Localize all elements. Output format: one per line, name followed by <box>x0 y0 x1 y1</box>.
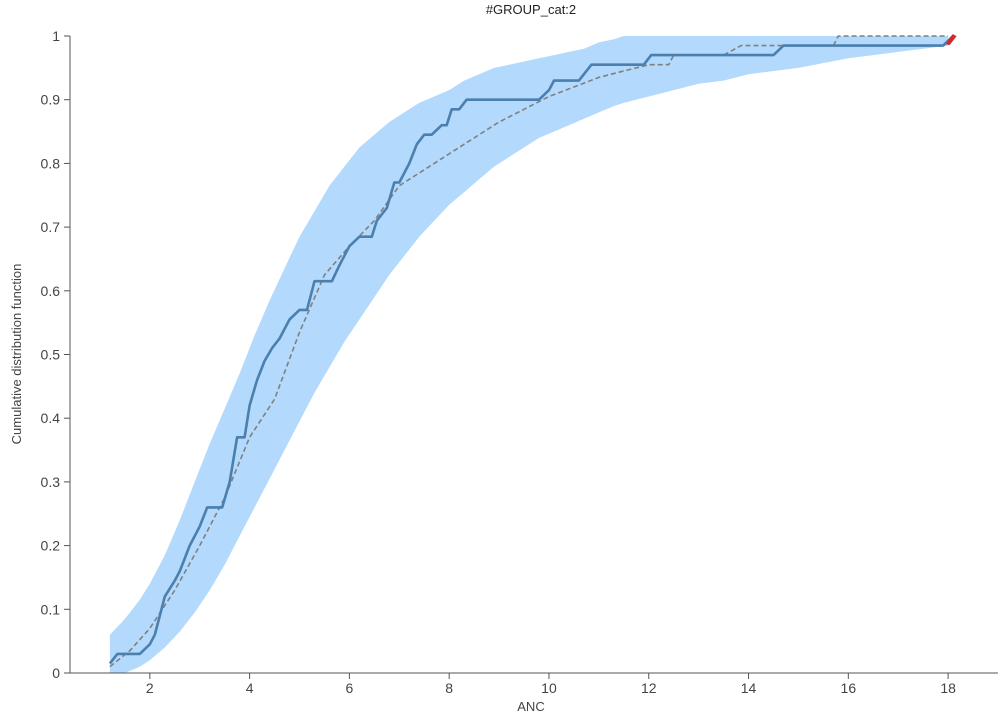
x-axis-title: ANC <box>517 699 544 714</box>
empirical-cdf-line <box>108 35 955 665</box>
x-tick-label: 10 <box>541 680 557 696</box>
x-tick-label: 12 <box>641 680 657 696</box>
y-tick-label: 0.9 <box>41 92 61 108</box>
y-tick-label: 0.7 <box>41 219 61 235</box>
chart-title: #GROUP_cat:2 <box>486 2 576 17</box>
y-tick-label: 0.3 <box>41 474 61 490</box>
x-tick-label: 16 <box>841 680 857 696</box>
y-tick-label: 0.5 <box>41 347 61 363</box>
end-point-marker <box>945 34 957 46</box>
x-tick-label: 14 <box>741 680 757 696</box>
x-axis-ticks: 2 4 6 8 10 12 14 16 18 <box>146 673 956 696</box>
y-tick-label: 0.2 <box>41 538 61 554</box>
x-tick-label: 6 <box>345 680 353 696</box>
series-layer <box>108 35 955 668</box>
x-tick-label: 4 <box>246 680 254 696</box>
y-axis-title: Cumulative distribution function <box>9 264 24 445</box>
y-tick-label: 0.6 <box>41 283 61 299</box>
x-tick-label: 2 <box>146 680 154 696</box>
y-tick-label: 0.8 <box>41 155 61 171</box>
x-tick-label: 18 <box>940 680 956 696</box>
y-tick-label: 0 <box>52 665 60 681</box>
y-axis-ticks: 0 0.1 0.2 0.3 0.4 0.5 0.6 0.7 0.8 0.9 1 <box>41 28 70 681</box>
marker-layer <box>945 34 957 46</box>
y-tick-label: 0.1 <box>41 601 61 617</box>
y-tick-label: 0.4 <box>41 410 61 426</box>
y-tick-label: 1 <box>52 28 60 44</box>
confidence-band-layer <box>109 36 949 673</box>
confidence-band <box>109 36 949 673</box>
x-tick-label: 8 <box>445 680 453 696</box>
